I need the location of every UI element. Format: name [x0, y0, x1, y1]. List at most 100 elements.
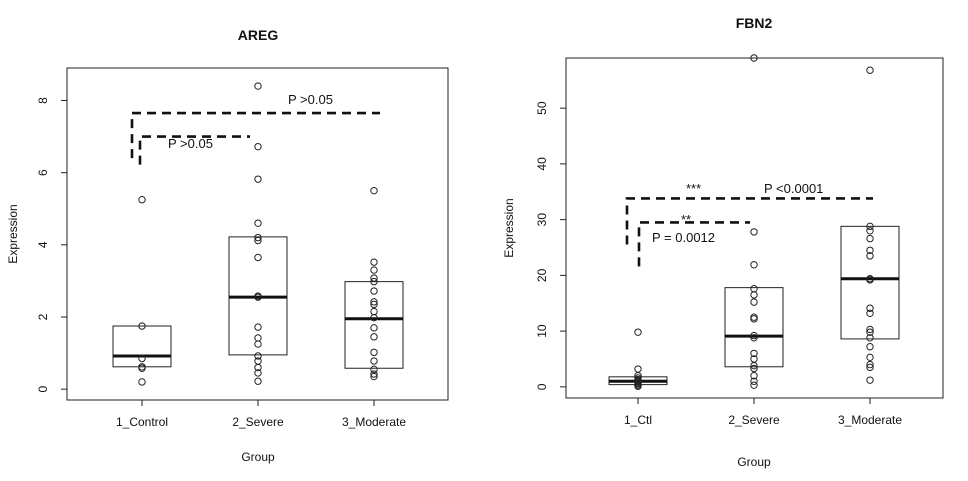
x-tick-label: 2_Severe: [232, 415, 284, 429]
fbn2-data-point: [750, 381, 758, 389]
fbn2-annotations: P = 0.0012 P <0.0001 ** ***: [652, 181, 823, 245]
fbn2-marks: [560, 54, 900, 404]
fbn2-data-point: [866, 343, 874, 351]
areg-data-point: [138, 322, 146, 330]
areg-annotation-label-1: P >0.05: [168, 136, 213, 151]
fbn2-data-point: [866, 363, 874, 372]
areg-data-point: [254, 334, 262, 342]
fbn2-data-point: [866, 328, 874, 336]
y-tick-label: 8: [36, 97, 50, 104]
fbn2-data-point: [866, 275, 874, 283]
fbn2-data-point: [750, 334, 758, 342]
x-tick-label: 3_Moderate: [838, 413, 902, 427]
fbn2-data-point: [634, 365, 642, 373]
areg-data-point: [254, 369, 262, 377]
areg-x-tick-labels: 1_Control 2_Severe 3_Moderate: [116, 415, 406, 429]
areg-y-axis-label: Expression: [6, 204, 20, 263]
areg-data-point: [370, 266, 378, 274]
fbn2-x-axis-label: Group: [737, 455, 771, 469]
areg-data-point: [370, 372, 378, 381]
x-tick-label: 1_Ctl: [624, 413, 652, 427]
areg-data-point: [370, 333, 378, 341]
areg-data-point: [254, 219, 262, 227]
fbn2-data-point: [750, 261, 758, 269]
areg-panel: AREG Group Expression 0 2 4 6 8 1_Control 2_S…: [6, 27, 449, 464]
fbn2-panel: FBN2 Group Expression 0 10 20 30 40 50 1_Ctl 2…: [502, 15, 944, 469]
fbn2-data-point: [866, 222, 874, 231]
fbn2-data-point: [750, 377, 758, 385]
areg-data-point: [254, 352, 262, 360]
fbn2-data-point: [750, 355, 758, 363]
fbn2-y-tick-labels: 0 10 20 30 40 50: [535, 101, 549, 390]
areg-data-point: [138, 196, 146, 204]
fbn2-data-point: [750, 313, 758, 321]
y-tick-label: 0: [535, 383, 549, 390]
y-tick-label: 0: [36, 386, 50, 393]
areg-data-point: [254, 236, 262, 245]
areg-data-point: [370, 298, 378, 306]
fbn2-data-point: [750, 298, 758, 306]
areg-data-point: [254, 323, 262, 331]
y-tick-label: 40: [535, 157, 549, 171]
fbn2-data-point: [750, 228, 758, 236]
areg-y-tick-labels: 0 2 4 6 8: [36, 97, 50, 393]
fbn2-data-point: [866, 334, 874, 342]
fbn2-box-2: [724, 287, 784, 368]
areg-data-point: [370, 300, 378, 309]
fbn2-data-point: [866, 325, 874, 334]
areg-data-point: [370, 258, 378, 266]
y-tick-label: 2: [36, 313, 50, 320]
y-tick-label: 10: [535, 324, 549, 338]
x-tick-label: 2_Severe: [728, 413, 780, 427]
areg-data-point: [254, 357, 262, 365]
fbn2-data-point: [750, 54, 758, 62]
fbn2-data-point: [866, 376, 874, 384]
areg-data-point: [254, 233, 262, 242]
areg-data-point: [254, 142, 262, 151]
y-tick-label: 6: [36, 169, 50, 176]
x-tick-label: 1_Control: [116, 415, 168, 429]
fbn2-annotation-stars-2: ***: [686, 181, 701, 196]
fbn2-data-point: [866, 360, 874, 369]
areg-data-point: [370, 357, 378, 365]
areg-data-point: [254, 82, 262, 90]
fbn2-data-point: [866, 66, 874, 74]
fbn2-annotation-label-1: P = 0.0012: [652, 230, 715, 245]
fbn2-data-point: [750, 349, 758, 358]
fbn2-data-point: [866, 234, 874, 243]
areg-data-point: [370, 277, 378, 286]
areg-box-1: [112, 325, 172, 368]
x-tick-label: 3_Moderate: [342, 415, 406, 429]
areg-data-point: [370, 186, 378, 195]
areg-data-point: [370, 365, 378, 374]
areg-data-point: [370, 274, 378, 282]
areg-data-point: [370, 307, 378, 316]
areg-annotations: P >0.05 P >0.05: [168, 92, 333, 151]
areg-annotation-label-2: P >0.05: [288, 92, 333, 107]
areg-x-axis-label: Group: [241, 450, 275, 464]
fbn2-title: FBN2: [736, 15, 773, 31]
areg-data-point: [370, 324, 378, 332]
fbn2-data-point: [866, 353, 874, 362]
areg-marks: [61, 82, 404, 406]
areg-data-point: [370, 370, 378, 378]
fbn2-data-point: [750, 364, 758, 373]
y-tick-label: 4: [36, 241, 50, 248]
areg-data-point: [254, 253, 262, 262]
y-tick-label: 30: [535, 213, 549, 227]
y-tick-label: 20: [535, 268, 549, 282]
y-tick-label: 50: [535, 101, 549, 115]
fbn2-y-axis-label: Expression: [502, 198, 516, 257]
fbn2-data-point: [866, 252, 874, 260]
areg-data-point: [370, 348, 378, 357]
fbn2-x-tick-labels: 1_Ctl 2_Severe 3_Moderate: [624, 413, 902, 427]
fbn2-data-point: [866, 227, 874, 235]
areg-significance-bracket-2: [130, 111, 380, 159]
fbn2-annotation-label-2: P <0.0001: [764, 181, 823, 196]
areg-data-point: [138, 378, 146, 386]
areg-data-point: [254, 292, 262, 300]
fbn2-data-point: [750, 331, 758, 340]
fbn2-data-point: [866, 246, 874, 254]
fbn2-data-point: [866, 309, 874, 317]
